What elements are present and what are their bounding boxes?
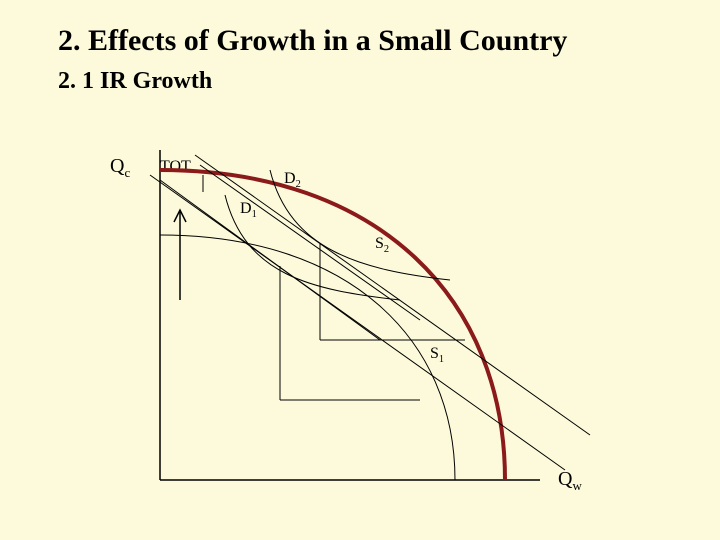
growth-diagram	[0, 0, 720, 540]
tot-line-s2	[195, 155, 590, 435]
indifference-1	[225, 195, 400, 300]
tot-line-d2	[200, 165, 420, 320]
ppf-outer	[160, 170, 505, 480]
growth-arrow-icon	[174, 210, 186, 300]
tot-line-s1	[150, 175, 565, 470]
tot-line-d1	[160, 180, 380, 340]
ppf-inner	[160, 235, 455, 480]
